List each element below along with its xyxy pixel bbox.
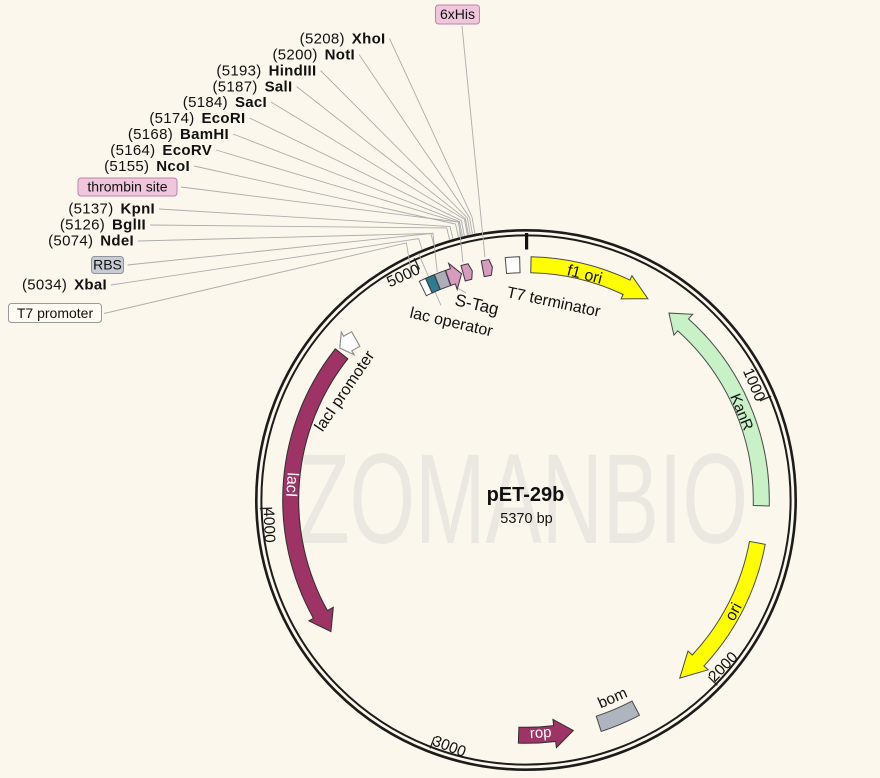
svg-text:(5034) XbaI: (5034) XbaI (22, 277, 107, 294)
svg-text:6xHis: 6xHis (440, 6, 475, 22)
svg-text:5370 bp: 5370 bp (500, 511, 552, 527)
svg-text:(5074) NdeI: (5074) NdeI (48, 233, 134, 250)
svg-text:ori: ori (722, 600, 745, 624)
svg-text:thrombin site: thrombin site (87, 179, 167, 195)
svg-text:(5184) SacI: (5184) SacI (183, 94, 267, 111)
svg-text:lacI: lacI (282, 472, 301, 498)
svg-text:RBS: RBS (93, 257, 122, 273)
svg-text:ZOMANBIO: ZOMANBIO (298, 428, 748, 571)
svg-text:(5208) XhoI: (5208) XhoI (300, 31, 386, 48)
svg-text:(5155) NcoI: (5155) NcoI (104, 158, 190, 175)
svg-text:(5200) NotI: (5200) NotI (273, 47, 356, 64)
svg-text:(5174) EcoRI: (5174) EcoRI (149, 110, 245, 127)
svg-text:T7 promoter: T7 promoter (17, 305, 94, 321)
svg-text:(5187) SalI: (5187) SalI (212, 79, 292, 96)
svg-text:pET-29b: pET-29b (487, 484, 565, 506)
svg-text:4000: 4000 (260, 508, 278, 543)
svg-text:rop: rop (529, 724, 552, 742)
svg-text:(5137) KpnI: (5137) KpnI (68, 201, 155, 218)
svg-text:(5126) BglII: (5126) BglII (60, 217, 146, 234)
